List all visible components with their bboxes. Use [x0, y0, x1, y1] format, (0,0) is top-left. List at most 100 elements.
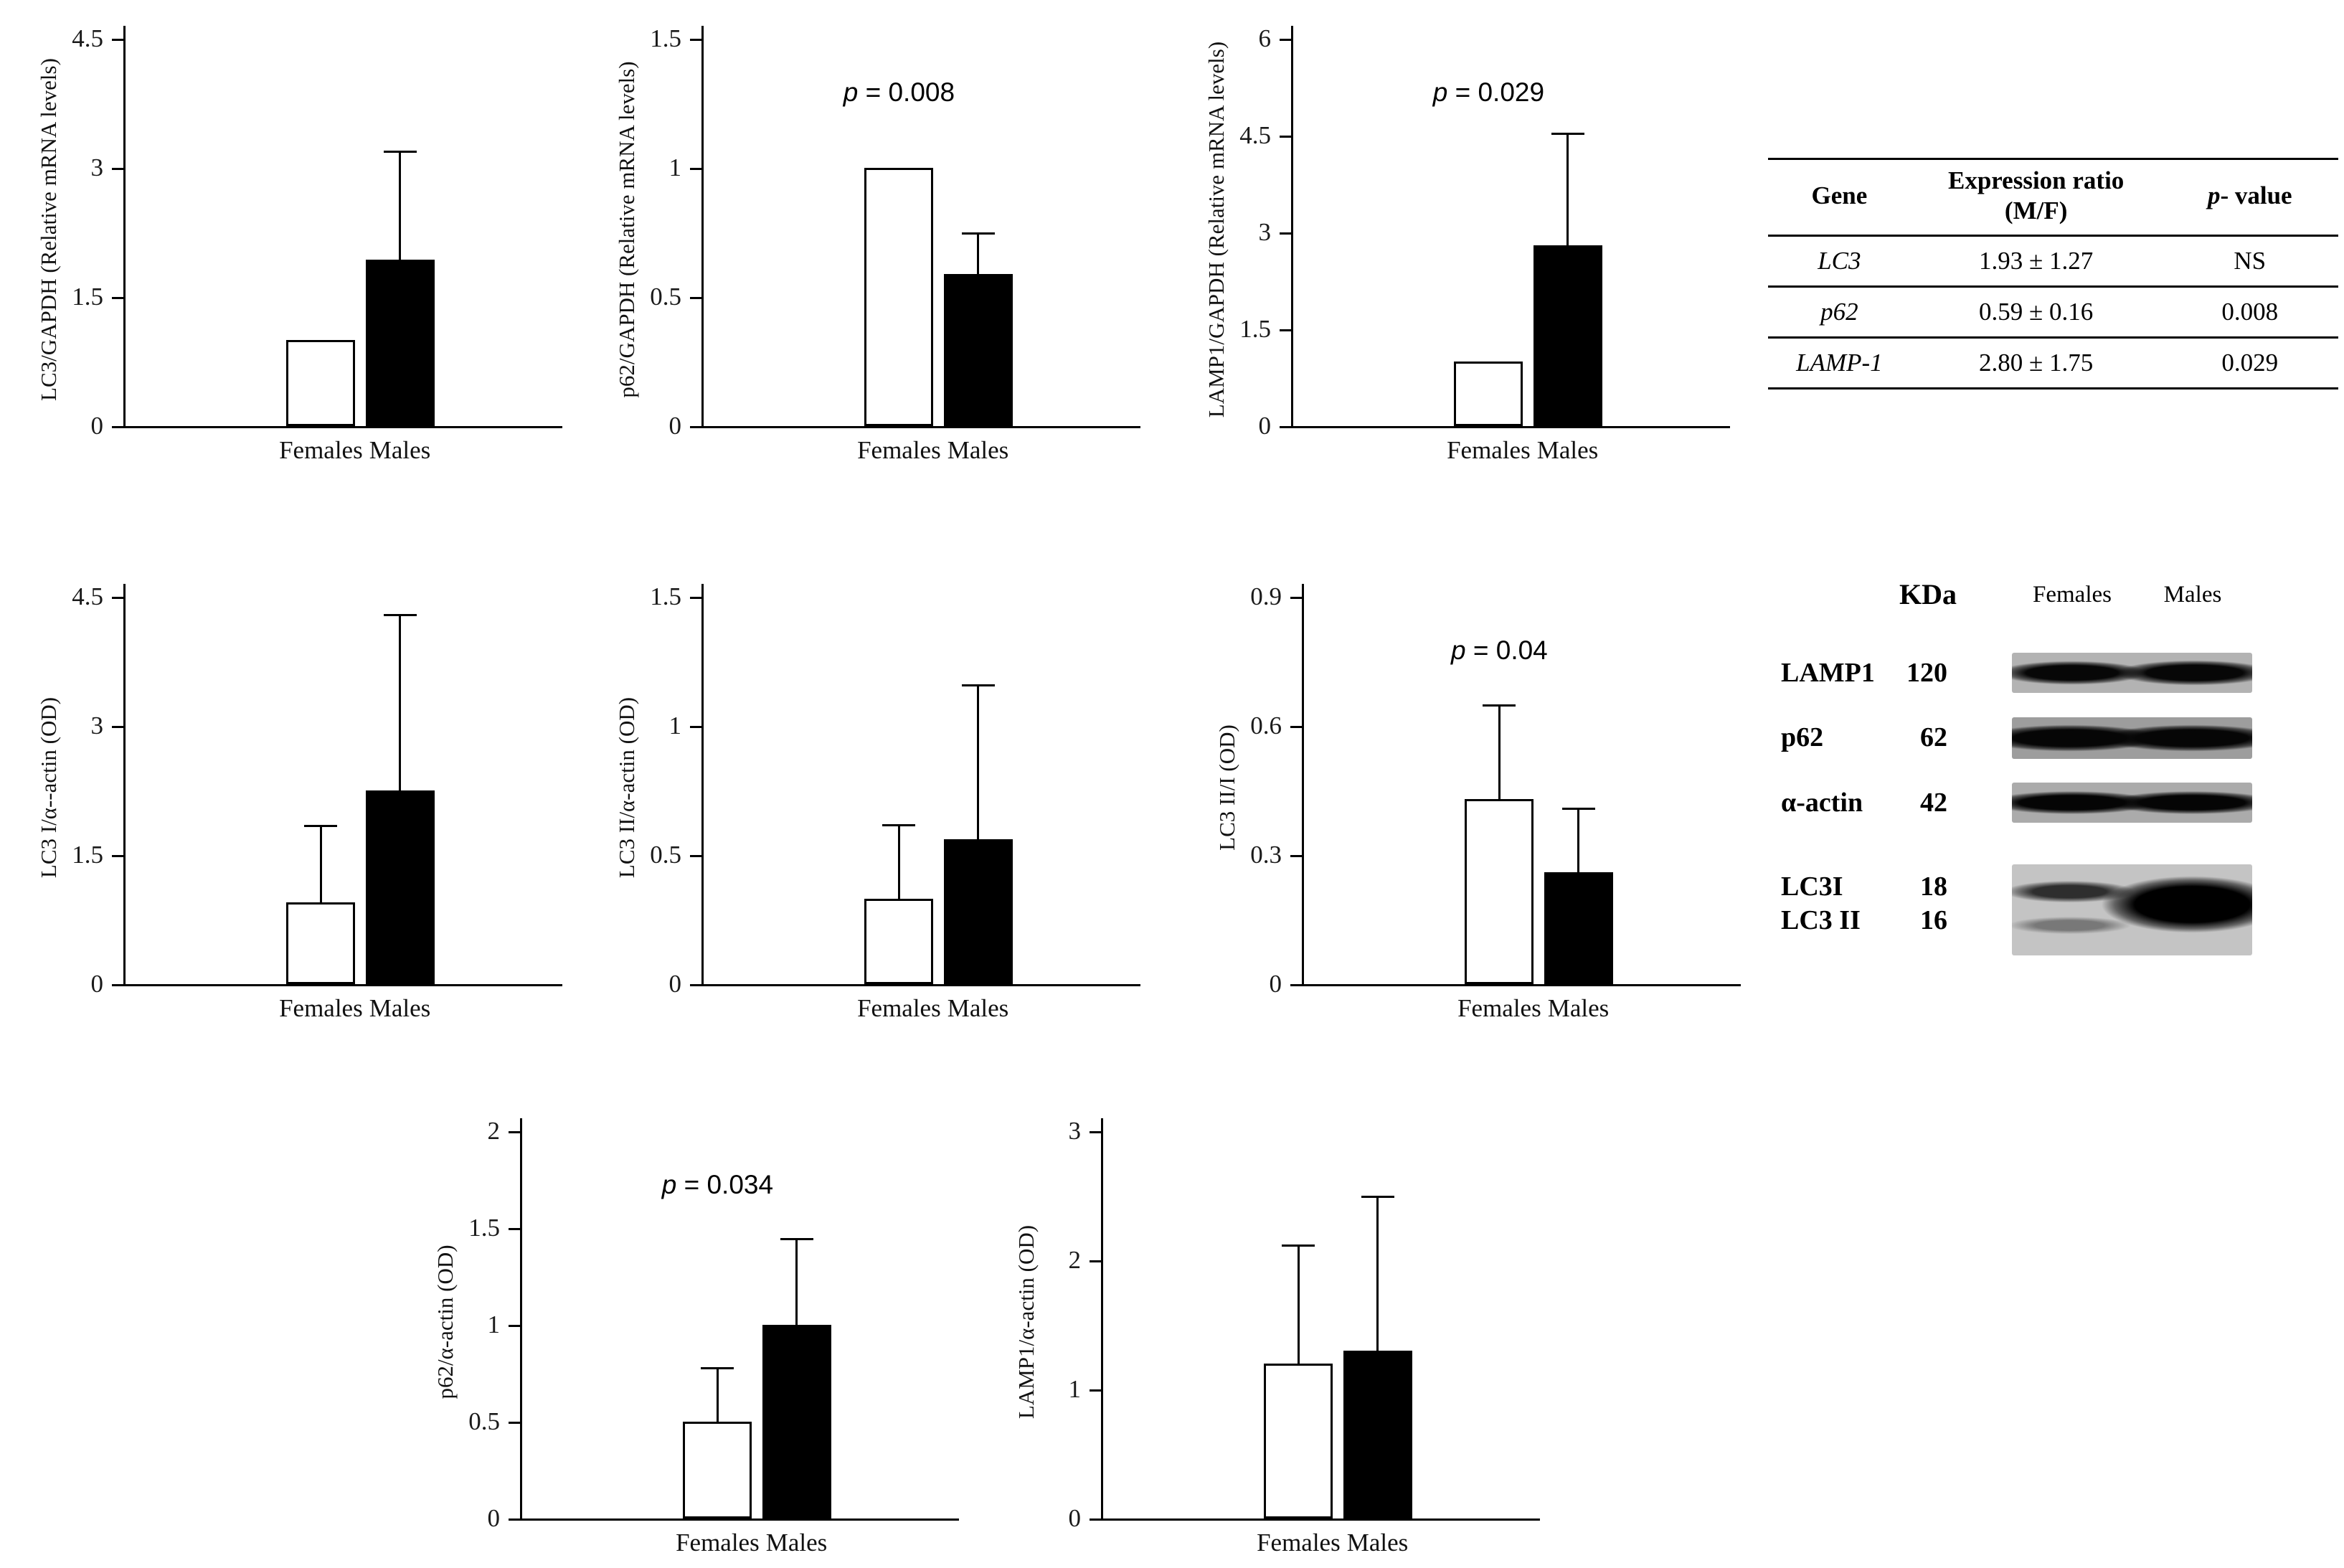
- blot-kda-value: 42: [1920, 788, 1947, 818]
- bar-males: [1544, 872, 1613, 984]
- y-axis-title: LC3/GAPDH (Relative mRNA levels): [36, 58, 61, 401]
- bar-males: [365, 260, 435, 426]
- blot-protein-label: LAMP1: [1781, 658, 1875, 688]
- y-tick-mark: [1090, 1131, 1101, 1133]
- y-tick-mark: [1280, 329, 1291, 331]
- p-value: 0.008: [2161, 286, 2338, 339]
- blot-protein-label: LC3 II: [1781, 905, 1861, 935]
- blot-protein-label: LC3I: [1781, 872, 1843, 902]
- y-tick-mark: [1090, 1519, 1101, 1521]
- chart-lamp1-gapdh-mrna: 0 1.5 3 4.5 6 LAMP1/GAPDH (Relative mRNA leve…: [1183, 9, 1750, 486]
- col-header-expression-ratio-line2: (M/F): [2004, 197, 2068, 225]
- y-tick-mark: [1290, 984, 1302, 986]
- bar-females: [286, 340, 356, 426]
- y-axis-title: LC3 I/α--actin (OD): [36, 696, 61, 879]
- x-axis: [123, 426, 562, 428]
- error-bar-line: [1566, 132, 1569, 245]
- category-label: Females: [1457, 994, 1541, 1022]
- category-label: Males: [369, 436, 431, 464]
- error-bar-cap: [383, 151, 417, 153]
- y-axis: [123, 584, 126, 984]
- table-row: LC3 1.93 ± 1.27 NS: [1768, 235, 2338, 288]
- bar-males: [943, 839, 1013, 984]
- y-tick-mark: [112, 426, 123, 428]
- expression-ratio-value: 0.59 ± 0.16: [1910, 286, 2162, 339]
- y-tick-label: 4.5: [72, 582, 103, 610]
- y-axis: [1291, 26, 1293, 426]
- y-tick-mark: [112, 297, 123, 299]
- y-tick-label: 1: [668, 154, 682, 181]
- error-bar-cap: [1551, 132, 1584, 135]
- y-tick-mark: [690, 855, 701, 857]
- category-label: Males: [1547, 994, 1610, 1022]
- y-tick-mark: [690, 297, 701, 299]
- y-tick-label: 0.6: [1250, 712, 1282, 740]
- y-tick-label: 1: [487, 1310, 501, 1338]
- category-label: Females: [857, 994, 941, 1022]
- y-tick-mark: [112, 984, 123, 986]
- y-tick-label: 2: [487, 1117, 501, 1145]
- y-tick-label: 0: [1269, 970, 1282, 998]
- y-tick-mark: [509, 1131, 520, 1133]
- y-tick-label: 0: [487, 1504, 501, 1532]
- y-tick-label: 2: [1068, 1246, 1082, 1274]
- bar-males: [762, 1325, 831, 1519]
- y-tick-mark: [690, 597, 701, 599]
- y-tick-label: 4.5: [1239, 121, 1271, 149]
- y-tick-label: 3: [90, 154, 104, 181]
- blot-band-p62-image: [2012, 717, 2252, 759]
- y-tick-label: 1: [668, 712, 682, 740]
- error-bar-cap: [1561, 808, 1595, 810]
- category-label: Females: [676, 1529, 760, 1557]
- y-tick-mark: [1090, 1389, 1101, 1392]
- blot-protein-label: α-actin: [1781, 788, 1863, 818]
- gene-name: LAMP-1: [1768, 337, 1911, 389]
- error-bar-cap: [701, 1367, 734, 1370]
- y-tick-label: 3: [90, 712, 104, 740]
- y-axis: [1302, 584, 1304, 984]
- error-bar-line: [399, 614, 402, 790]
- category-label: Females: [1257, 1529, 1341, 1557]
- y-tick-mark: [1280, 39, 1291, 41]
- x-axis: [701, 426, 1140, 428]
- p-value-label: p = 0.008: [843, 77, 955, 107]
- y-tick-mark: [112, 726, 123, 728]
- bar-females: [683, 1422, 752, 1519]
- category-label: Females: [1447, 436, 1531, 464]
- error-bar-line: [977, 232, 980, 274]
- table-row: LAMP-1 2.80 ± 1.75 0.029: [1768, 337, 2338, 389]
- y-tick-mark: [1290, 597, 1302, 599]
- y-tick-label: 0.5: [650, 841, 681, 869]
- y-tick-mark: [112, 597, 123, 599]
- x-axis: [520, 1519, 959, 1521]
- y-axis: [123, 26, 126, 426]
- error-bar-line: [319, 825, 322, 902]
- western-blot-panel: KDa Females Males LAMP1 120 p62 62 α-act…: [1775, 570, 2277, 979]
- kda-column-header: KDa: [1899, 578, 1957, 610]
- y-tick-label: 3: [1258, 218, 1272, 246]
- error-bar-cap: [1282, 1245, 1315, 1247]
- p-value-label: p = 0.034: [661, 1170, 774, 1199]
- p-value: 0.029: [2161, 337, 2338, 389]
- y-axis-title: LC3 II/I (OD): [1214, 724, 1239, 851]
- error-bar-line: [716, 1367, 719, 1422]
- y-tick-label: 0: [90, 412, 104, 440]
- error-bar-line: [1297, 1245, 1300, 1364]
- y-tick-mark: [690, 984, 701, 986]
- y-tick-label: 0: [1068, 1504, 1082, 1532]
- blot-kda-value: 16: [1920, 905, 1947, 935]
- error-bar-line: [1376, 1196, 1379, 1351]
- error-bar-cap: [882, 823, 916, 826]
- col-header-expression-ratio: Expression ratio (M/F): [1910, 158, 2162, 237]
- table-header-row: Gene Expression ratio (M/F) p- value: [1768, 158, 2338, 237]
- bar-females: [1465, 799, 1534, 984]
- y-tick-mark: [690, 39, 701, 41]
- blot-kda-value: 18: [1920, 872, 1947, 902]
- y-axis: [520, 1118, 522, 1519]
- p-value-label: p = 0.04: [1451, 636, 1548, 665]
- error-bar-cap: [961, 232, 995, 235]
- y-tick-label: 0.5: [650, 283, 681, 311]
- blot-protein-label: p62: [1781, 722, 1824, 752]
- category-label: Females: [857, 436, 941, 464]
